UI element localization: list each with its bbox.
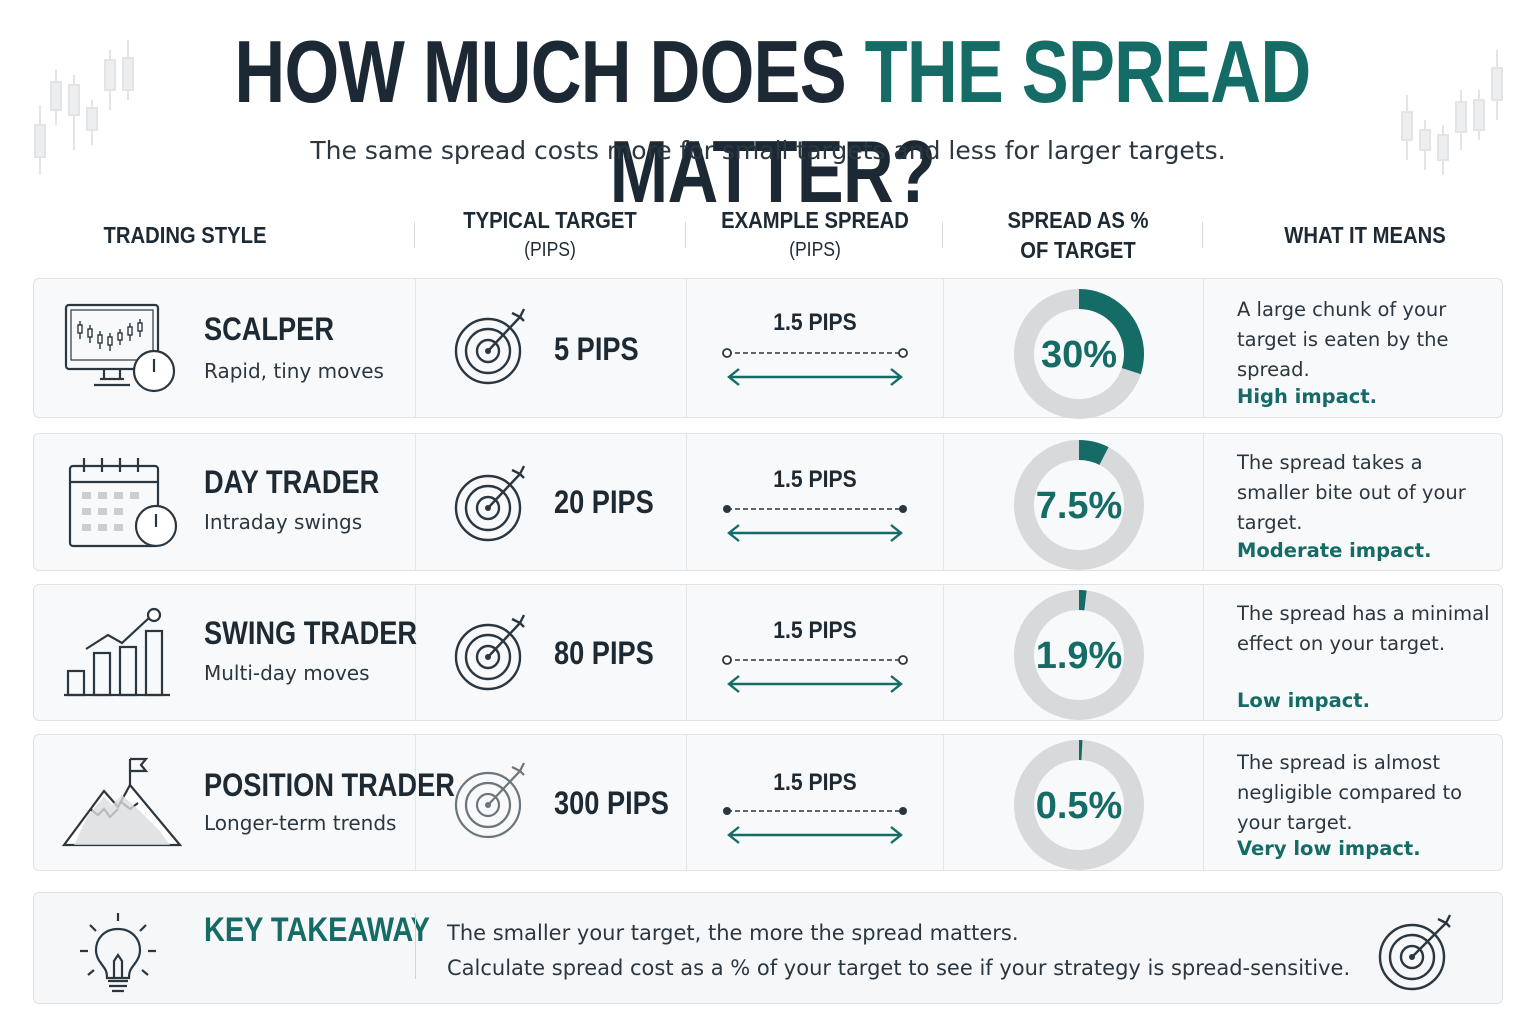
page-title: HOW MUCH DOES THE SPREAD MATTER? xyxy=(158,22,1387,222)
title-prefix: HOW MUCH DOES xyxy=(234,22,865,121)
bar-chart-uptrend-icon xyxy=(64,607,170,697)
lightbulb-icon xyxy=(80,913,156,993)
percent-arc xyxy=(1014,440,1144,570)
percent-arc xyxy=(1014,740,1144,870)
percent-arc xyxy=(1014,289,1144,419)
mountain-flag-icon xyxy=(61,757,183,847)
percent-label: 30% xyxy=(1041,334,1117,376)
style-desc: Longer-term trends xyxy=(204,811,397,835)
target-dart-icon xyxy=(1378,914,1452,991)
percent-donut-chart: 30% xyxy=(1014,289,1144,419)
title-accent: THE SPREAD xyxy=(864,22,1312,121)
column-header-target-label: TYPICAL TARGET xyxy=(463,207,637,233)
column-header-spread-label: EXAMPLE SPREAD xyxy=(721,207,909,233)
percent-label: 7.5% xyxy=(1036,485,1123,527)
style-desc: Intraday swings xyxy=(204,510,363,534)
title-suffix: MATTER? xyxy=(609,122,936,221)
header-divider xyxy=(414,222,415,248)
header-divider xyxy=(685,222,686,248)
style-name: DAY TRADER xyxy=(204,464,380,500)
header-divider xyxy=(1202,222,1203,248)
spread-range-arrow-icon xyxy=(723,807,907,844)
monitor-chart-clock-icon xyxy=(64,303,176,393)
column-header-means-label: WHAT IT MEANS xyxy=(1284,222,1446,248)
column-header-target-sub: (PIPS) xyxy=(524,239,576,261)
column-header-percent-line2: OF TARGET xyxy=(1020,237,1136,263)
column-header-percent-line1: SPREAD AS % xyxy=(1007,207,1149,233)
meaning-text: The spread has a minimal effect on your … xyxy=(1237,602,1490,655)
table-row-swing-trader: SWING TRADER Multi-day moves 80 PIPS 1.5… xyxy=(33,584,1503,721)
percent-donut-chart: 7.5% xyxy=(1014,440,1144,570)
candlestick-decoration-icon xyxy=(34,40,134,175)
calendar-clock-icon xyxy=(68,458,178,548)
impact-label: High impact. xyxy=(1237,385,1378,408)
target-dart-icon xyxy=(454,465,526,542)
spread-range-arrow-icon xyxy=(722,655,908,693)
target-value: 80 PIPS xyxy=(554,635,654,671)
takeaway-line-1: The smaller your target, the more the sp… xyxy=(447,921,1019,945)
impact-label: Moderate impact. xyxy=(1237,539,1432,562)
key-takeaway-title: KEY TAKEAWAY xyxy=(204,911,430,949)
style-desc: Multi-day moves xyxy=(204,661,370,685)
column-header-spread: EXAMPLE SPREAD (PIPS) xyxy=(705,200,925,270)
table-row-position-trader: POSITION TRADER Longer-term trends 300 P… xyxy=(33,734,1503,871)
column-header-style-label: TRADING STYLE xyxy=(103,222,267,248)
table-row-day-trader: DAY TRADER Intraday swings 20 PIPS 1.5 P… xyxy=(33,433,1503,571)
meaning-text: A large chunk of your target is eaten by… xyxy=(1237,298,1449,381)
page-subtitle: The same spread costs more for small tar… xyxy=(310,136,1226,165)
column-header-means: WHAT IT MEANS xyxy=(1237,200,1492,270)
table-row-scalper: SCALPER Rapid, tiny moves 5 PIPS 1.5 PIP… xyxy=(33,278,1503,419)
target-dart-icon xyxy=(454,308,526,385)
header-divider xyxy=(942,222,943,248)
takeaway-divider xyxy=(415,913,416,979)
column-header-target: TYPICAL TARGET (PIPS) xyxy=(436,200,665,270)
style-name: POSITION TRADER xyxy=(204,767,455,803)
spread-value: 1.5 PIPS xyxy=(773,466,857,493)
style-name: SCALPER xyxy=(204,311,334,347)
spread-value: 1.5 PIPS xyxy=(773,309,857,336)
style-desc: Rapid, tiny moves xyxy=(204,359,384,383)
column-header-spread-sub: (PIPS) xyxy=(789,239,841,261)
meaning-text: The spread takes a smaller bite out of y… xyxy=(1237,451,1466,534)
percent-label: 1.9% xyxy=(1036,635,1123,677)
takeaway-line-2: Calculate spread cost as a % of your tar… xyxy=(447,956,1351,980)
impact-label: Very low impact. xyxy=(1237,837,1421,860)
key-takeaway-panel: KEY TAKEAWAY The smaller your target, th… xyxy=(33,892,1503,1004)
percent-label: 0.5% xyxy=(1036,785,1123,827)
target-value: 20 PIPS xyxy=(554,484,654,520)
percent-donut-chart: 0.5% xyxy=(1014,740,1144,870)
candlestick-decoration-icon xyxy=(1401,50,1503,175)
target-value: 5 PIPS xyxy=(554,331,639,367)
meaning-text: The spread is almost negligible compared… xyxy=(1237,751,1463,834)
spread-range-arrow-icon xyxy=(722,348,908,386)
impact-label: Low impact. xyxy=(1237,689,1371,712)
spread-value: 1.5 PIPS xyxy=(773,769,857,796)
column-header-style: TRADING STYLE xyxy=(75,200,295,270)
target-dart-icon xyxy=(454,762,525,839)
percent-donut-chart: 1.9% xyxy=(1014,590,1144,720)
percent-arc xyxy=(1014,590,1144,720)
target-value: 300 PIPS xyxy=(554,785,669,821)
spread-value: 1.5 PIPS xyxy=(773,617,857,644)
style-name: SWING TRADER xyxy=(204,615,418,651)
spread-range-arrow-icon xyxy=(723,505,907,542)
target-dart-icon xyxy=(454,614,526,691)
column-header-percent: SPREAD AS % OF TARGET xyxy=(965,200,1190,270)
